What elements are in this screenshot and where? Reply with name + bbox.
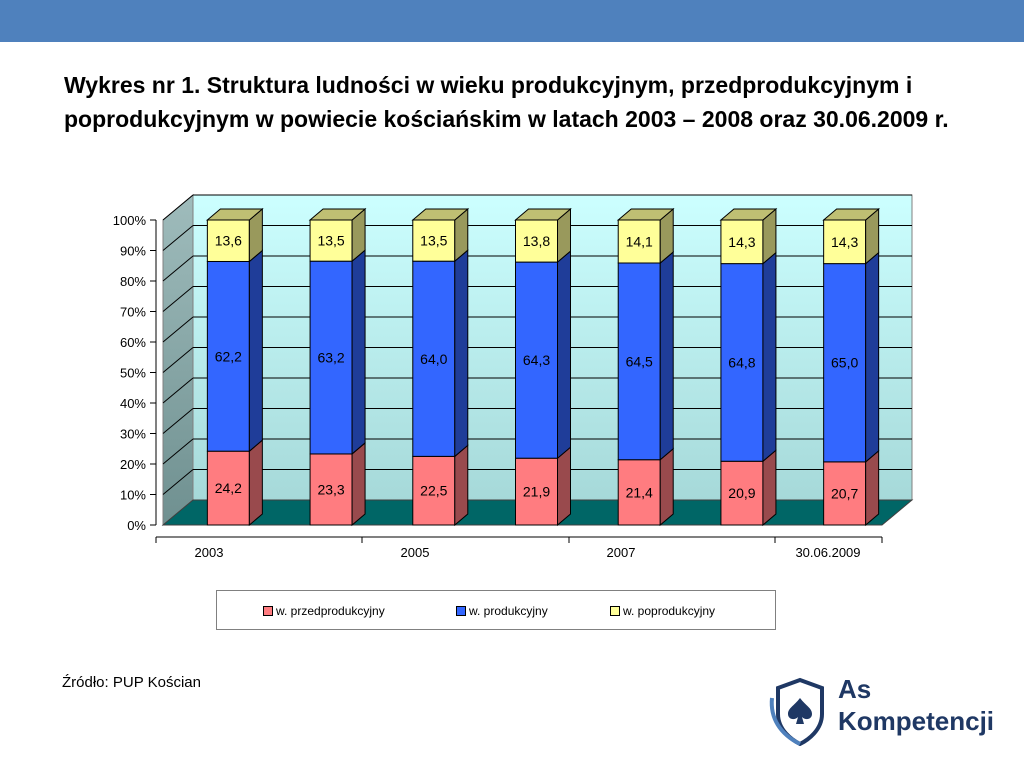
data-label-2-2: 13,5 (420, 233, 447, 249)
legend-label-prod: w. produkcyjny (469, 604, 548, 618)
x-tick-label: 2003 (195, 545, 224, 560)
data-label-0-0: 24,2 (215, 480, 242, 496)
data-label-1-5: 64,8 (728, 354, 755, 370)
logo-text-kompetencji: Kompetencji (838, 706, 995, 736)
data-label-0-1: 23,3 (317, 481, 344, 497)
bar-side-1-6 (865, 251, 880, 463)
bar-side-0-6 (865, 449, 880, 527)
bar-top-0 (205, 208, 264, 221)
data-label-2-6: 14,3 (831, 234, 858, 250)
data-label-1-3: 64,3 (523, 352, 550, 368)
y-tick-label: 10% (120, 488, 146, 503)
y-tick-label: 100% (113, 213, 147, 228)
bar-side-0-3 (557, 446, 571, 527)
y-tick-label: 40% (120, 396, 146, 411)
data-label-1-6: 65,0 (831, 355, 858, 371)
bar-side-0-2 (454, 444, 469, 527)
data-label-2-5: 14,3 (728, 234, 755, 250)
bar-side-1-3 (557, 250, 571, 460)
bar-1-4 (617, 262, 661, 461)
legend-item-pre: w. przedprodukcyjny (263, 604, 385, 618)
spade-shield-icon (769, 677, 824, 746)
gridline-side (162, 316, 194, 343)
gridline-side (162, 408, 194, 434)
bar-top-3 (514, 208, 572, 221)
y-tick-label: 70% (120, 305, 146, 320)
data-label-2-3: 13,8 (523, 233, 550, 249)
gridline-side (162, 347, 194, 373)
gridline-side (162, 194, 194, 221)
legend-swatch-post (610, 606, 620, 616)
y-tick-label: 0% (127, 518, 146, 533)
bar-1-3 (515, 261, 558, 459)
data-label-0-2: 22,5 (420, 483, 447, 499)
y-tick-label: 30% (120, 427, 146, 442)
bar-0-4 (617, 459, 661, 526)
legend-item-prod: w. produkcyjny (456, 604, 548, 618)
bar-side-1-4 (659, 250, 674, 461)
data-label-0-4: 21,4 (626, 484, 653, 500)
bar-0-3 (515, 457, 558, 526)
bar-0-0 (206, 450, 250, 526)
y-tick-label: 80% (120, 274, 146, 289)
gridline-side (162, 438, 194, 465)
legend-item-post: w. poprodukcyjny (610, 604, 715, 618)
bar-0-1 (309, 453, 353, 526)
gridline-side (162, 286, 194, 312)
x-tick-label: 2007 (607, 545, 636, 560)
data-label-1-4: 64,5 (626, 353, 653, 369)
bar-top-4 (616, 208, 675, 221)
legend-swatch-pre (263, 606, 273, 616)
bar-side-0-0 (248, 439, 263, 527)
data-label-2-0: 13,6 (215, 233, 242, 249)
gridline-side (162, 377, 194, 404)
bar-top-2 (411, 208, 470, 221)
gridline-side (162, 469, 194, 495)
source-note: Źródło: PUP Kościan (62, 674, 201, 691)
bar-side-1-5 (762, 251, 777, 463)
legend-label-post: w. poprodukcyjny (623, 604, 716, 618)
data-label-2-4: 14,1 (626, 234, 653, 250)
x-tick-label: 2005 (401, 545, 430, 560)
x-tick-label: 30.06.2009 (795, 545, 860, 560)
y-tick-label: 50% (120, 366, 146, 381)
y-tick-label: 20% (120, 457, 146, 472)
legend-label-pre: w. przedprodukcyjny (276, 604, 385, 618)
legend-swatch-prod (456, 606, 466, 616)
bar-top-1 (308, 208, 367, 221)
data-label-0-5: 20,9 (728, 485, 755, 501)
bar-side-0-4 (659, 447, 674, 527)
bar-top-6 (822, 208, 881, 221)
bar-2-0 (206, 219, 250, 262)
slide-title: Wykres nr 1. Struktura ludności w wieku … (64, 72, 949, 132)
bar-top-5 (719, 208, 778, 221)
bar-0-2 (412, 455, 456, 526)
as-kompetencji-logo: As Kompetencji (768, 672, 1008, 752)
top-accent-bar (0, 0, 1024, 42)
chart-legend: w. przedprodukcyjny w. produkcyjny w. po… (216, 590, 776, 630)
bar-side-1-1 (351, 249, 366, 456)
bar-2-1 (309, 219, 353, 262)
gridline-side (162, 225, 194, 251)
bar-side-1-2 (454, 249, 469, 458)
data-label-1-1: 63,2 (317, 350, 344, 366)
data-label-2-1: 13,5 (317, 233, 344, 249)
bar-side-1-0 (248, 249, 263, 453)
data-label-1-2: 64,0 (420, 351, 447, 367)
bar-2-4 (617, 219, 661, 264)
data-label-0-3: 21,9 (523, 484, 550, 500)
bar-2-3 (515, 219, 558, 263)
y-tick-label: 90% (120, 244, 146, 259)
bar-side-0-5 (762, 449, 777, 527)
data-label-0-6: 20,7 (831, 485, 858, 501)
bar-2-6 (823, 219, 867, 265)
data-label-1-0: 62,2 (215, 348, 242, 364)
y-tick-label: 60% (120, 335, 146, 350)
logo-text-as: As (838, 674, 872, 704)
gridline-side (162, 255, 194, 282)
bar-side-0-1 (351, 441, 366, 527)
